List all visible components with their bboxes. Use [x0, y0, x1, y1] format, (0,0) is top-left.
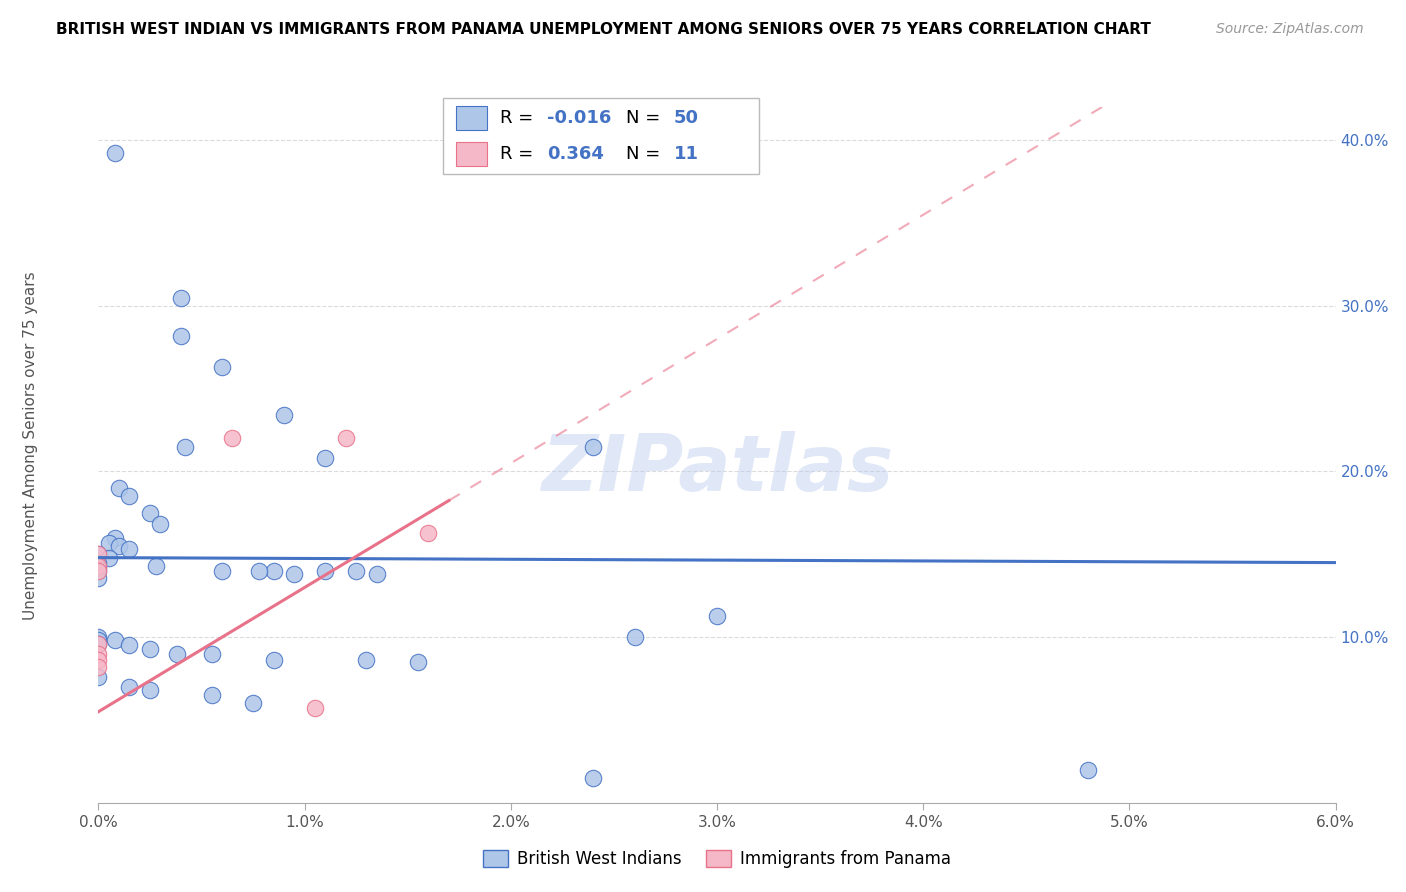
- Point: [108, 539, 131, 553]
- Text: R =: R =: [501, 109, 533, 127]
- Point: [706, 608, 728, 623]
- Point: [87, 630, 110, 644]
- Point: [118, 542, 141, 557]
- Point: [418, 525, 440, 540]
- Point: [97, 550, 120, 565]
- Text: 11: 11: [673, 145, 699, 163]
- Point: [344, 564, 367, 578]
- Point: [170, 328, 193, 343]
- Text: R =: R =: [501, 145, 533, 163]
- Point: [335, 431, 357, 445]
- Text: ZIPatlas: ZIPatlas: [541, 431, 893, 507]
- Point: [87, 547, 110, 561]
- Point: [87, 570, 110, 584]
- Point: [263, 564, 285, 578]
- Point: [170, 291, 193, 305]
- Point: [623, 630, 645, 644]
- Point: [582, 440, 605, 454]
- Text: 0.364: 0.364: [547, 145, 605, 163]
- Point: [118, 489, 141, 503]
- Point: [108, 481, 131, 495]
- Text: 50: 50: [673, 109, 699, 127]
- Point: [356, 653, 378, 667]
- Point: [1077, 763, 1099, 777]
- Point: [247, 564, 270, 578]
- Point: [149, 517, 172, 532]
- Point: [87, 547, 110, 561]
- Point: [87, 560, 110, 574]
- Point: [174, 440, 197, 454]
- Point: [87, 647, 110, 661]
- Point: [221, 431, 243, 445]
- Legend: British West Indians, Immigrants from Panama: British West Indians, Immigrants from Pa…: [477, 843, 957, 874]
- Point: [139, 683, 162, 698]
- Bar: [456, 142, 486, 166]
- Point: [283, 567, 305, 582]
- Point: [273, 408, 295, 422]
- Text: -0.016: -0.016: [547, 109, 612, 127]
- Point: [314, 564, 336, 578]
- Point: [87, 556, 110, 570]
- Bar: [456, 106, 486, 130]
- Text: BRITISH WEST INDIAN VS IMMIGRANTS FROM PANAMA UNEMPLOYMENT AMONG SENIORS OVER 75: BRITISH WEST INDIAN VS IMMIGRANTS FROM P…: [56, 22, 1152, 37]
- Point: [304, 701, 326, 715]
- Point: [145, 558, 167, 573]
- Point: [87, 633, 110, 648]
- Point: [87, 564, 110, 578]
- Point: [104, 146, 127, 161]
- Text: N =: N =: [627, 145, 661, 163]
- Point: [118, 639, 141, 653]
- Point: [118, 680, 141, 694]
- Point: [406, 655, 429, 669]
- Point: [97, 535, 120, 549]
- Point: [201, 688, 224, 702]
- Point: [87, 660, 110, 674]
- Point: [87, 558, 110, 573]
- Point: [104, 531, 127, 545]
- Point: [582, 771, 605, 785]
- Point: [366, 567, 388, 582]
- Point: [263, 653, 285, 667]
- Point: [166, 647, 188, 661]
- Point: [87, 564, 110, 578]
- Text: N =: N =: [627, 109, 661, 127]
- Point: [139, 506, 162, 520]
- Point: [87, 653, 110, 667]
- Point: [139, 641, 162, 656]
- Point: [87, 637, 110, 651]
- Point: [242, 697, 264, 711]
- Point: [314, 451, 336, 466]
- Point: [211, 360, 233, 375]
- Point: [211, 564, 233, 578]
- Text: Source: ZipAtlas.com: Source: ZipAtlas.com: [1216, 22, 1364, 37]
- Text: Unemployment Among Seniors over 75 years: Unemployment Among Seniors over 75 years: [24, 272, 38, 620]
- FancyBboxPatch shape: [443, 98, 759, 174]
- Point: [87, 670, 110, 684]
- Point: [87, 637, 110, 651]
- Point: [201, 647, 224, 661]
- Point: [104, 633, 127, 648]
